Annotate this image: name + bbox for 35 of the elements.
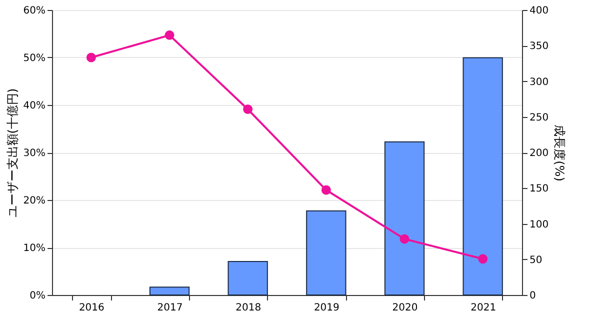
- y-tick-label: 50%: [23, 53, 46, 64]
- y-tick-label: 40%: [23, 100, 46, 112]
- x-tick-label: 2018: [236, 302, 262, 314]
- y2-tick-label: 200: [530, 148, 549, 159]
- bar: [149, 286, 190, 296]
- bar: [228, 261, 268, 296]
- y2-tick-label: 250: [530, 112, 549, 124]
- y2-tick-label: 100: [530, 219, 549, 230]
- bar: [306, 210, 346, 296]
- y2-axis-title: 成長度(%): [552, 124, 567, 182]
- y2-tick-label: 300: [530, 76, 549, 88]
- y2-tick-label: 50: [530, 254, 542, 266]
- y-tick-label: 0%: [30, 290, 46, 302]
- bar: [384, 141, 425, 296]
- x-tick-label: 2016: [78, 302, 104, 314]
- y-tick-label: 10%: [23, 243, 46, 254]
- point: [86, 52, 96, 62]
- y2-tick-label: 0: [530, 290, 536, 302]
- x-tick-label: 2019: [314, 302, 340, 314]
- y2-tick-label: 350: [530, 41, 549, 52]
- point: [243, 104, 253, 114]
- x-tick-label: 2020: [392, 302, 418, 314]
- point: [400, 234, 410, 244]
- x-tick-label: 2021: [470, 302, 496, 314]
- y-axis-title: ユーザー支出額(十億円): [5, 88, 20, 218]
- point: [478, 254, 488, 264]
- y-tick-label: 60%: [23, 6, 46, 16]
- y2-tick-label: 150: [530, 184, 549, 195]
- x-tick-label: 2017: [157, 302, 183, 314]
- y-tick-label: 30%: [23, 148, 46, 159]
- bar: [462, 57, 503, 296]
- point: [164, 30, 174, 40]
- y-tick-label: 20%: [23, 196, 46, 206]
- point: [321, 185, 331, 195]
- y2-tick-label: 400: [530, 6, 549, 16]
